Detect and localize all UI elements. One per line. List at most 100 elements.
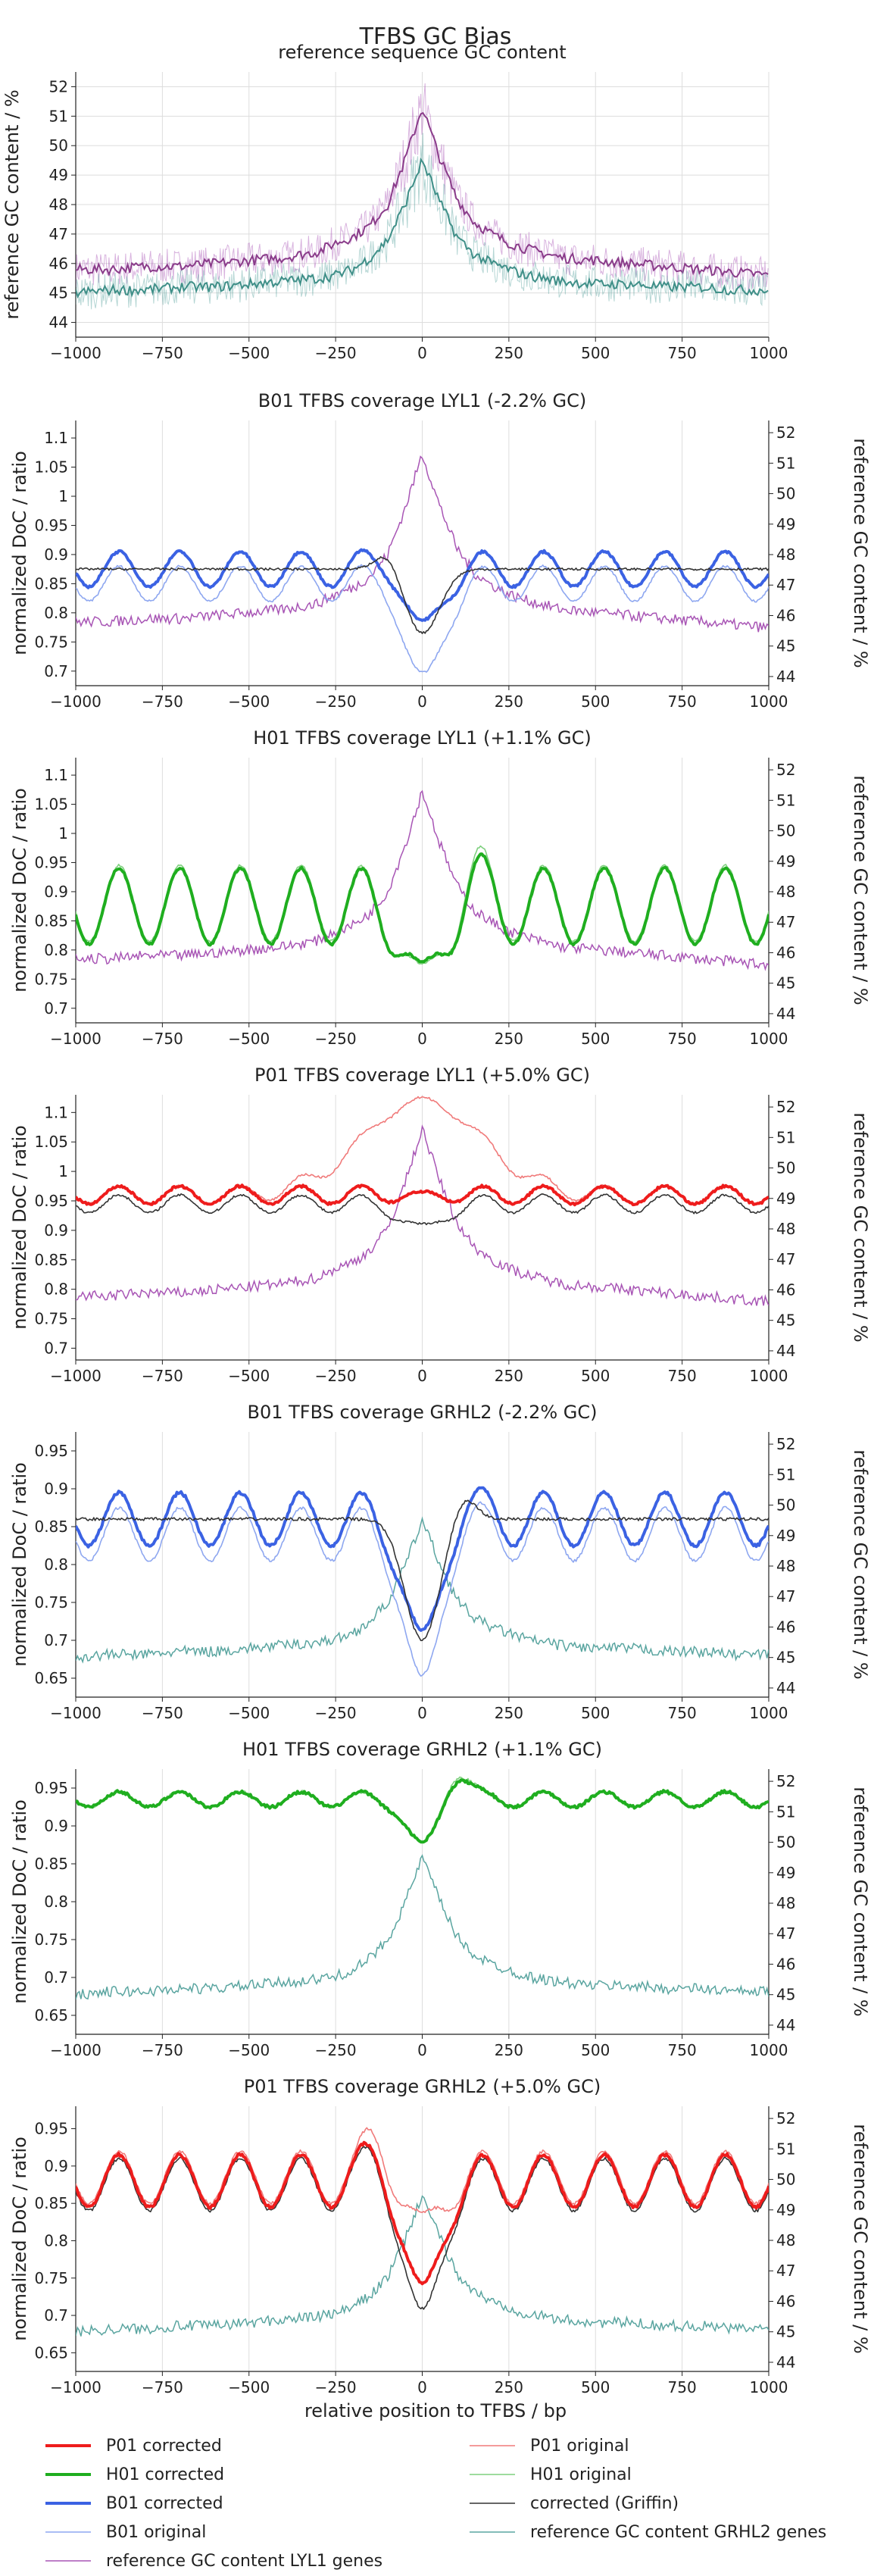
y-axis-label: normalized DoC / ratio: [9, 788, 30, 993]
y-axis-label: normalized DoC / ratio: [9, 451, 30, 655]
legend: P01 corrected P01 original H01 corrected H0…: [45, 2437, 826, 2571]
chart-panel-6: P01 TFBS coverage GRHL2 (+5.0% GC) −1000 −…: [9, 2076, 871, 2396]
y-tick-label: 52: [49, 77, 68, 95]
x-tick-label: 750: [668, 1367, 697, 1385]
x-tick-label: 250: [495, 1030, 523, 1048]
x-tick-label: 0: [417, 2378, 427, 2396]
x-tick-label: 750: [668, 2378, 697, 2396]
x-tick-label: 1000: [750, 1704, 788, 1722]
y-tick-label: 0.7: [44, 999, 68, 1018]
x-tick-label: −1000: [50, 692, 101, 711]
x-tick-label: −250: [315, 1704, 357, 1722]
y2-tick-label: 49: [776, 852, 795, 871]
y2-tick-label: 44: [776, 1005, 795, 1023]
y2-axis-label: reference GC content / %: [850, 775, 871, 1005]
y-tick-label: 0.8: [44, 941, 68, 959]
x-tick-label: −500: [228, 692, 270, 711]
series-griffin: [76, 1499, 769, 1642]
y-tick-label: 45: [49, 284, 68, 302]
y2-tick-label: 52: [776, 1435, 795, 1453]
x-tick-label: 750: [668, 2041, 697, 2059]
legend-label: P01 original: [530, 2437, 629, 2456]
x-tick-label: 0: [417, 1030, 427, 1048]
y2-tick-label: 45: [776, 974, 795, 993]
x-axis-label: relative position to TFBS / bp: [304, 2400, 567, 2421]
x-tick-label: 500: [581, 692, 610, 711]
y-tick-label: 0.65: [34, 2343, 68, 2362]
x-tick-label: −750: [142, 2041, 183, 2059]
panel-title: reference sequence GC content: [278, 42, 566, 63]
x-tick-label: 250: [495, 1367, 523, 1385]
y2-tick-label: 49: [776, 2201, 795, 2219]
y2-tick-label: 47: [776, 1924, 795, 1943]
y-tick-label: 1.1: [44, 766, 68, 784]
y2-tick-label: 47: [776, 576, 795, 594]
y2-tick-label: 47: [776, 2262, 795, 2280]
x-tick-label: 500: [581, 1030, 610, 1048]
y-axis-label: normalized DoC / ratio: [9, 1799, 30, 2004]
x-tick-label: −1000: [50, 1367, 101, 1385]
x-tick-label: −750: [142, 1367, 183, 1385]
y2-tick-label: 45: [776, 1649, 795, 1667]
series-gc_lyl1: [76, 1124, 769, 1306]
y2-axis-label: reference GC content / %: [850, 2124, 871, 2353]
series-B01_original: [76, 1501, 769, 1677]
y-tick-label: 0.65: [34, 1669, 68, 1687]
gc-smoothed-grhl2: [76, 157, 769, 299]
y2-tick-label: 50: [776, 2171, 795, 2189]
x-tick-label: 750: [668, 344, 697, 362]
x-tick-label: −750: [142, 1704, 183, 1722]
y2-tick-label: 50: [776, 1496, 795, 1515]
y-tick-label: 0.7: [44, 1968, 68, 1987]
y-tick-label: 0.85: [34, 2194, 68, 2212]
x-tick-label: 500: [581, 2041, 610, 2059]
x-tick-label: 500: [581, 1367, 610, 1385]
x-tick-label: 500: [581, 344, 610, 362]
series-H01_corrected: [76, 1778, 769, 1844]
y2-tick-label: 47: [776, 913, 795, 931]
chart-panel-2: H01 TFBS coverage LYL1 (+1.1% GC) −1000 −7…: [9, 727, 871, 1048]
chart-panel-4: B01 TFBS coverage GRHL2 (-2.2% GC) −1000 −…: [9, 1402, 871, 1722]
y-axis-label: normalized DoC / ratio: [9, 1125, 30, 1330]
x-tick-label: −500: [228, 1367, 270, 1385]
plot-area: [76, 455, 769, 673]
plot-area: [76, 1096, 769, 1306]
y-tick-label: 0.85: [34, 1855, 68, 1873]
plot-area: [76, 1486, 769, 1677]
y2-tick-label: 46: [776, 1280, 795, 1299]
y-tick-label: 0.95: [34, 1192, 68, 1210]
x-tick-label: 500: [581, 1704, 610, 1722]
legend-item-gc_lyl1: reference GC content LYL1 genes: [45, 2552, 382, 2571]
y2-tick-label: 46: [776, 606, 795, 624]
y2-tick-label: 48: [776, 2231, 795, 2249]
x-tick-label: −1000: [50, 2041, 101, 2059]
y2-tick-label: 46: [776, 1955, 795, 1973]
y-tick-label: 0.8: [44, 1280, 68, 1299]
series-griffin: [76, 1193, 769, 1226]
plot-area: [76, 83, 769, 310]
x-tick-label: 0: [417, 1704, 427, 1722]
x-tick-label: 0: [417, 692, 427, 711]
x-tick-label: 1000: [750, 1367, 788, 1385]
legend-item-griffin: corrected (Griffin): [470, 2494, 679, 2513]
y2-tick-label: 50: [776, 822, 795, 840]
y-tick-label: 0.95: [34, 1442, 68, 1460]
series-gc_lyl1: [76, 789, 769, 971]
legend-item-B01_corrected: B01 corrected: [45, 2494, 223, 2513]
x-tick-label: −1000: [50, 1030, 101, 1048]
legend-label: corrected (Griffin): [530, 2494, 679, 2513]
y2-tick-label: 45: [776, 1311, 795, 1330]
y-tick-label: 51: [49, 107, 68, 125]
y2-axis-label: reference GC content / %: [850, 1449, 871, 1679]
y-tick-label: 0.75: [34, 1310, 68, 1328]
plot-area: [76, 2127, 769, 2337]
x-tick-label: −1000: [50, 2378, 101, 2396]
x-tick-label: 750: [668, 1030, 697, 1048]
gc-smoothed-lyl1: [76, 111, 769, 278]
x-tick-label: 250: [495, 692, 523, 711]
y-tick-label: 0.95: [34, 516, 68, 534]
y-tick-label: 0.9: [44, 2157, 68, 2175]
panel-title: H01 TFBS coverage LYL1 (+1.1% GC): [253, 727, 592, 749]
y-tick-label: 0.8: [44, 604, 68, 622]
y2-tick-label: 49: [776, 1190, 795, 1208]
